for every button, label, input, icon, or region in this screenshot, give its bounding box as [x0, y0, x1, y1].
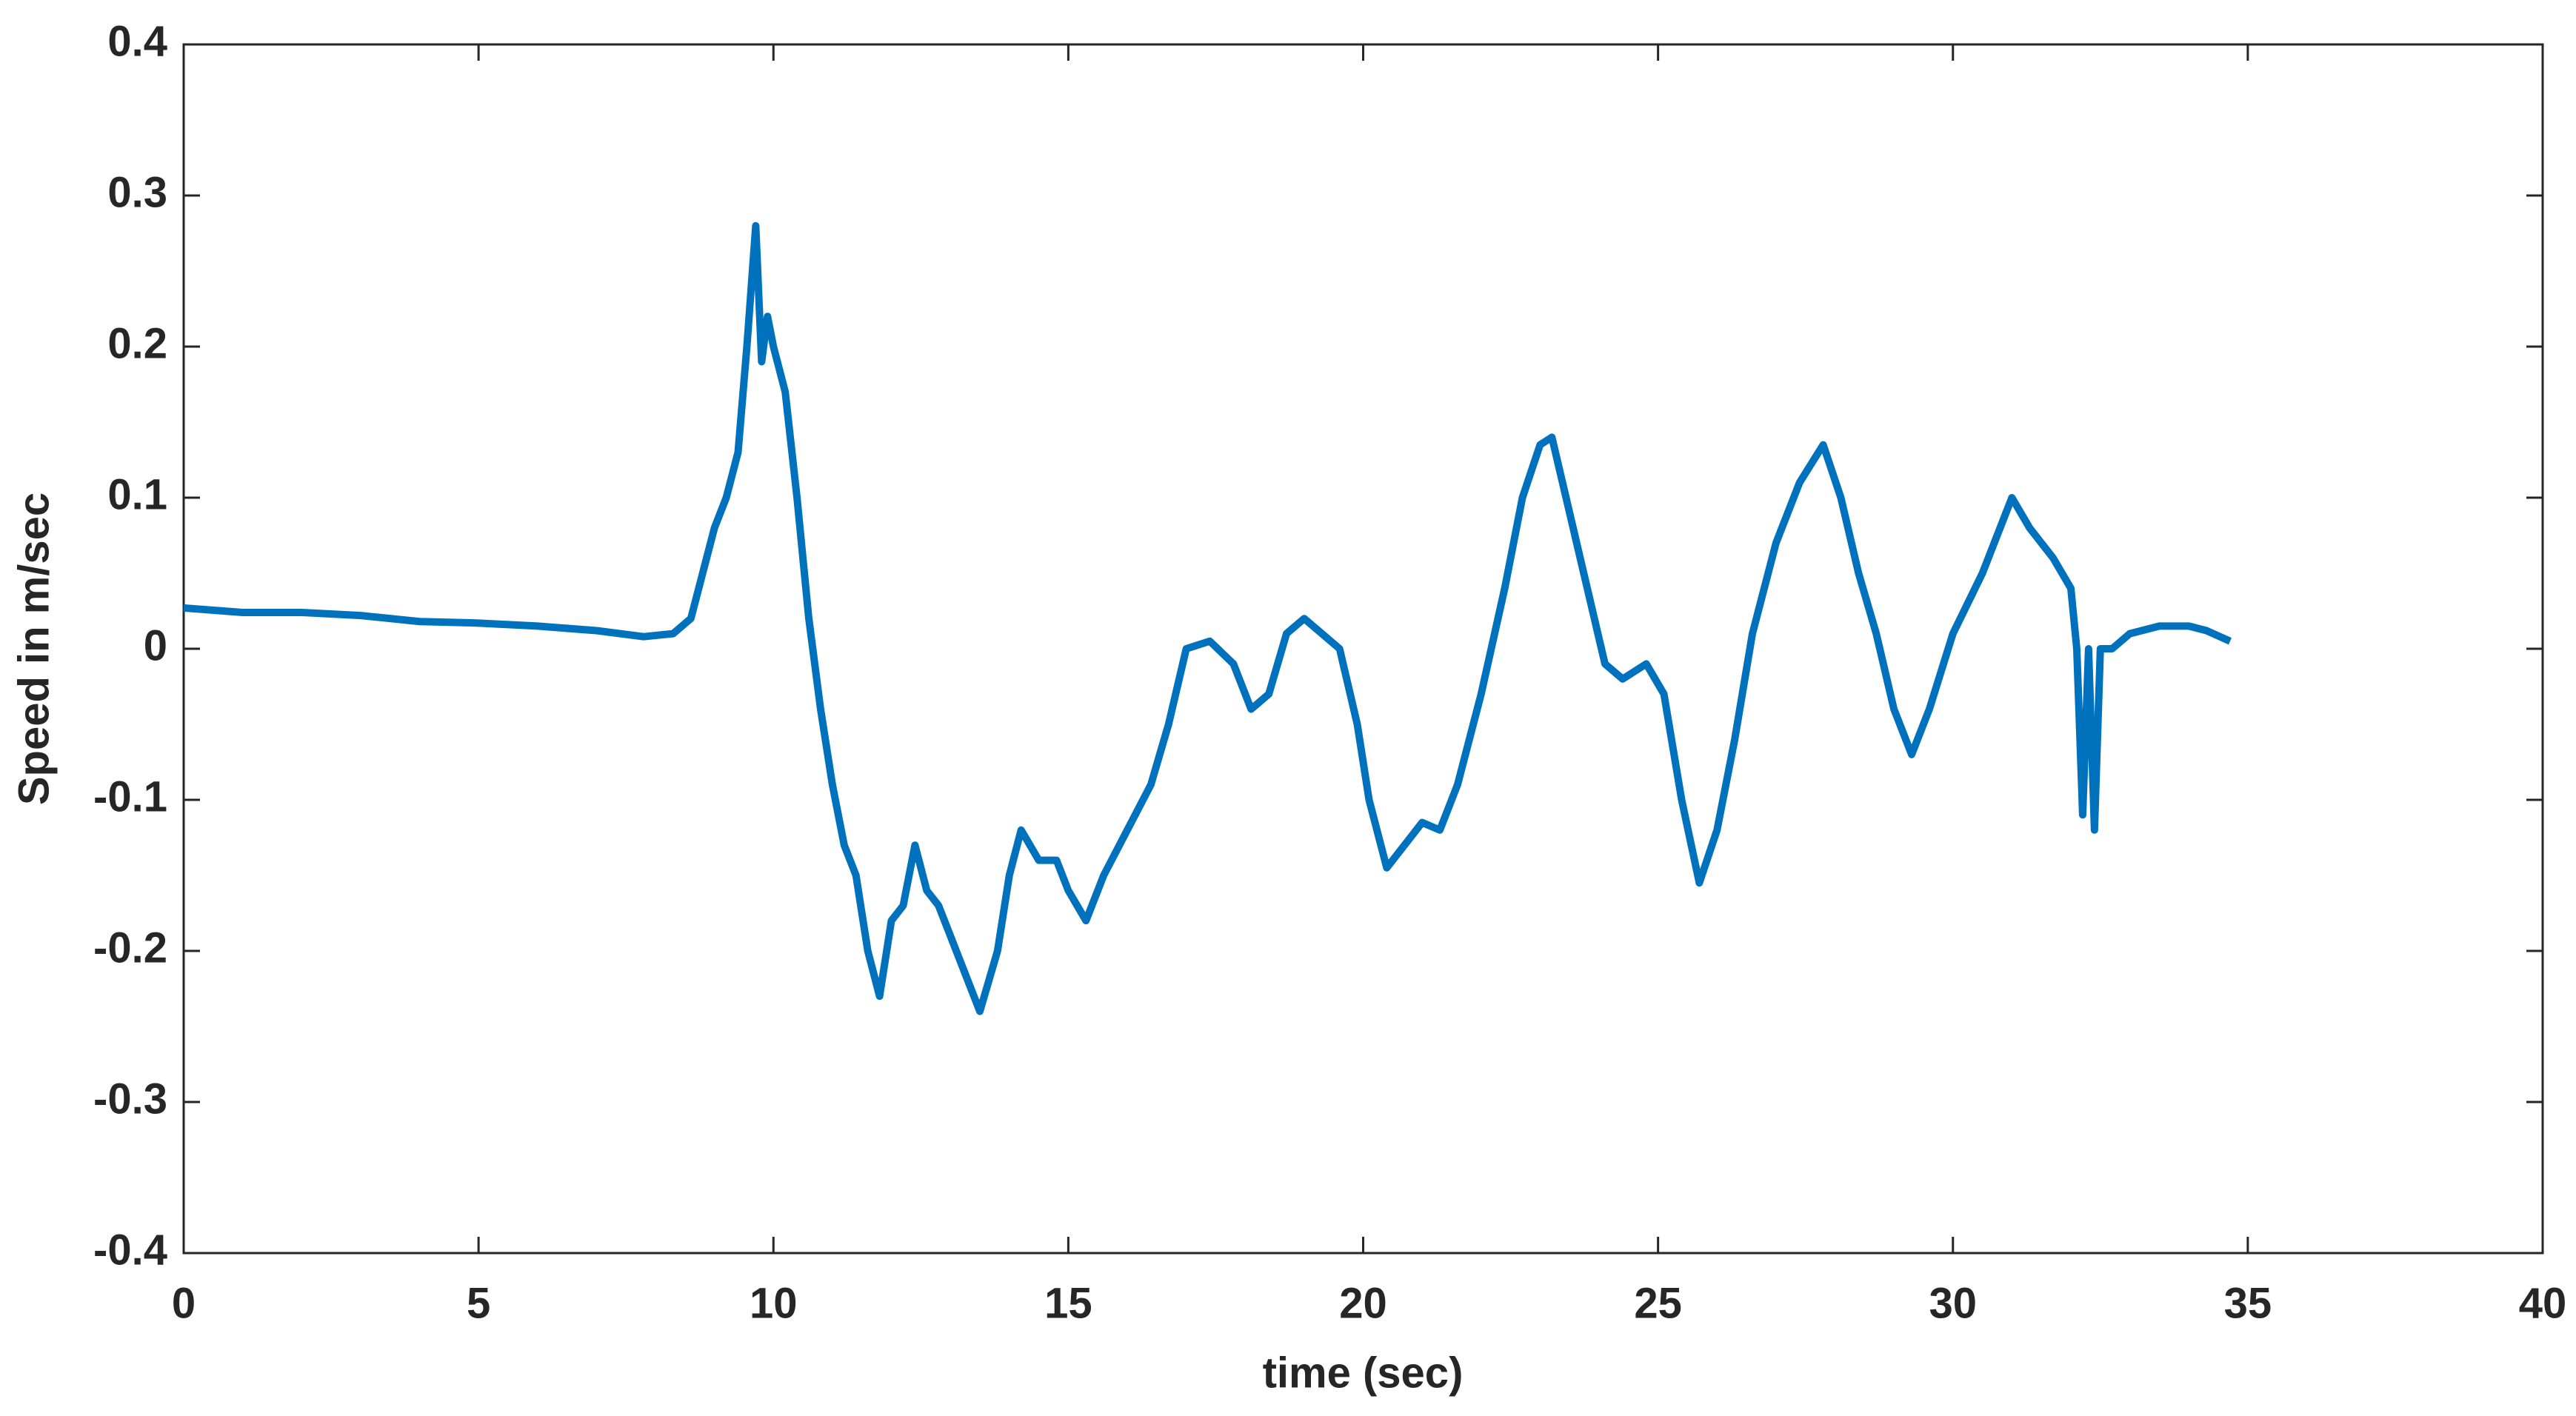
y-axis-label: Speed in m/sec — [10, 492, 58, 805]
y-tick-label: -0.4 — [93, 1226, 167, 1274]
y-tick-label: 0.3 — [107, 168, 167, 216]
x-tick-label: 35 — [2224, 1279, 2272, 1327]
x-tick-label: 15 — [1044, 1279, 1092, 1327]
y-tick-label: -0.3 — [93, 1075, 167, 1123]
y-tick-label: 0.1 — [107, 470, 167, 518]
x-tick-label: 30 — [1929, 1279, 1977, 1327]
data-line — [183, 221, 2232, 1015]
x-axis-label: time (sec) — [1263, 1349, 1464, 1397]
x-tick-label: 5 — [467, 1279, 490, 1327]
y-tick-label: 0.4 — [107, 17, 167, 65]
y-tick-label: -0.2 — [93, 924, 167, 972]
y-tick-label: 0 — [144, 621, 167, 669]
axes-box — [182, 43, 2544, 1255]
x-tick-label: 0 — [172, 1279, 196, 1327]
x-tick-label: 25 — [1634, 1279, 1682, 1327]
y-tick-label: 0.2 — [107, 319, 167, 367]
y-tick-label: -0.1 — [93, 772, 167, 821]
x-tick-label: 10 — [750, 1279, 798, 1327]
x-tick-label: 20 — [1339, 1279, 1387, 1327]
x-tick-label: 40 — [2519, 1279, 2567, 1327]
